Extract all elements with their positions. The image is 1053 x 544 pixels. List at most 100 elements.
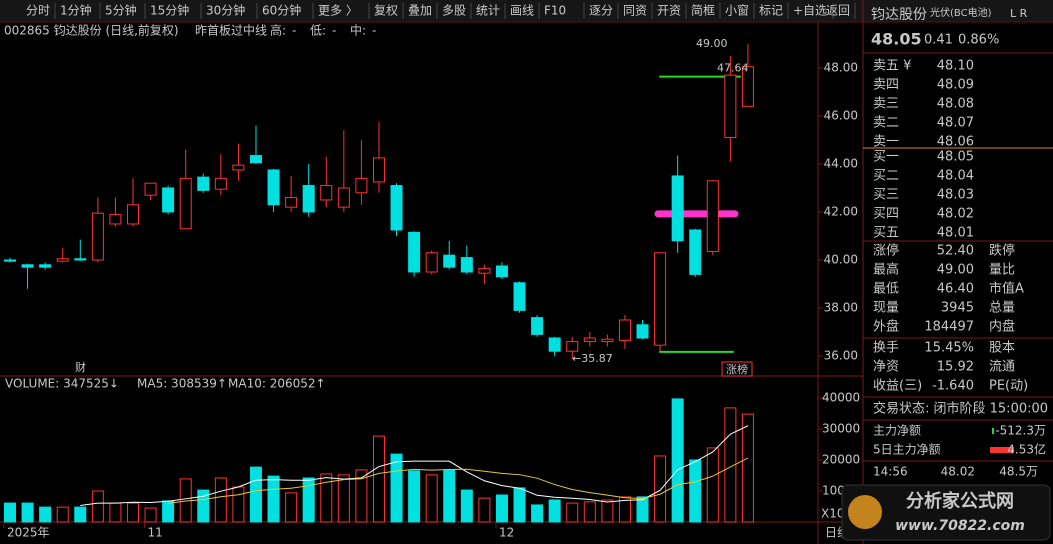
- volume-bar: [214, 477, 227, 523]
- volume-bar: [443, 469, 456, 523]
- ask-label: 卖一: [873, 135, 899, 150]
- toolbar-item: 画线: [510, 4, 534, 18]
- candle-body: [267, 169, 280, 206]
- volume-bar: [285, 492, 298, 523]
- unit-label: X10: [821, 507, 845, 521]
- volume-bar: [636, 496, 649, 523]
- y-tick-label: 42.00: [824, 204, 858, 218]
- candle-body: [390, 185, 403, 231]
- stock-flags: L R: [1010, 7, 1028, 20]
- toolbar-item: 叠加: [408, 4, 432, 18]
- volume-bar: [513, 487, 526, 523]
- flow-value: -512.3万: [995, 424, 1046, 438]
- bid-price: 48.04: [937, 169, 974, 184]
- toolbar-item: 1分钟: [60, 3, 92, 18]
- volume-bar: [618, 496, 631, 523]
- volume-bar: [671, 398, 684, 523]
- toolbar-item: 标记: [759, 4, 783, 18]
- bid-label: 买三: [873, 188, 899, 203]
- candle-body: [478, 267, 491, 274]
- candle-body: [337, 187, 350, 208]
- stat-label: 股本: [989, 341, 1015, 356]
- y-tick-label: 40000: [822, 390, 860, 404]
- candle-body: [566, 341, 579, 352]
- volume-bar: [355, 469, 368, 523]
- candle-body: [460, 257, 473, 273]
- indicator: 昨首板过中线: [195, 23, 267, 38]
- candle-body: [232, 164, 245, 171]
- y-tick-label: 20000: [822, 452, 860, 466]
- bid-label: 买五: [873, 226, 899, 241]
- x-tick-label: 12: [499, 526, 514, 540]
- volume-bar: [302, 477, 315, 523]
- volume-bar: [724, 407, 737, 523]
- stat-label: 净资: [873, 360, 899, 375]
- stat-label: 流通: [989, 360, 1015, 375]
- ask-price: 48.08: [937, 97, 974, 112]
- ask-label: 卖二: [873, 116, 899, 131]
- y-tick-label: 38.00: [824, 300, 858, 314]
- toolbar-item: F10: [544, 4, 566, 18]
- candle-body: [425, 252, 438, 273]
- bid-label: 买一: [873, 150, 899, 165]
- toolbar-item: 复权: [374, 4, 398, 18]
- toolbar-item: +自选: [793, 4, 827, 18]
- stat-label: 市值A: [989, 281, 1024, 297]
- tick-price: 48.02: [941, 465, 975, 479]
- volume-bar: [74, 506, 87, 523]
- candle-body: [285, 197, 298, 208]
- stat-value: 49.00: [937, 263, 974, 278]
- watermark: 分析家公式网 www.70822.com: [841, 484, 1051, 541]
- stat-value: 52.40: [937, 244, 974, 259]
- y-tick-label: 44.00: [824, 156, 858, 170]
- candle-body: [548, 337, 561, 352]
- candle-body: [741, 66, 754, 107]
- price: 48.05: [871, 30, 922, 49]
- volume-bar: [654, 455, 667, 523]
- stat-label: 涨停: [873, 243, 899, 259]
- stat-value: 15.45%: [924, 341, 974, 356]
- header-legend: -: [372, 24, 376, 38]
- annotation: 49.00: [696, 37, 728, 50]
- toolbar-bg: [0, 0, 1053, 22]
- volume-bar: [144, 507, 157, 523]
- toolbar-item: 更多 〉: [318, 4, 358, 18]
- stat-label: 总量: [989, 301, 1015, 316]
- flow-label: 主力净额: [873, 424, 921, 438]
- volume-bar: [109, 502, 122, 523]
- candle-body: [162, 187, 175, 213]
- change-pct: 0.86%: [958, 33, 999, 48]
- ask-price: 48.09: [937, 78, 974, 93]
- candle-body: [724, 74, 737, 139]
- toolbar-item: 15分钟: [150, 3, 189, 18]
- x-tick-label: 11: [148, 526, 163, 540]
- y-tick-label: 48.00: [824, 60, 858, 74]
- y-tick-label: 46.00: [824, 108, 858, 122]
- candle-body: [583, 337, 596, 343]
- volume-bar: [91, 490, 104, 523]
- candle-body: [636, 324, 649, 339]
- volume-bar: [408, 470, 421, 523]
- status: 交易状态: 闭市阶段 15:00:00: [873, 401, 1048, 417]
- volume-bar: [39, 506, 52, 523]
- candle-body: [689, 229, 702, 275]
- candle-body: [21, 264, 34, 268]
- toolbar-item: 分时: [26, 4, 50, 18]
- volume-bar: [320, 473, 333, 523]
- candle-body: [513, 282, 526, 311]
- ma-line: [168, 457, 749, 504]
- toolbar-item: 返回: [826, 4, 850, 18]
- candle-body: [320, 185, 333, 201]
- ask-label: 卖三: [873, 97, 899, 112]
- candle-body: [74, 258, 87, 261]
- flow-bar: [992, 428, 994, 434]
- candle-body: [355, 177, 368, 194]
- candle-body: [372, 157, 385, 183]
- ask-label: 卖四: [873, 78, 899, 93]
- volume-bar: [4, 502, 16, 523]
- ask-price: 48.06: [937, 135, 974, 150]
- stock-name: 钧达股份: [871, 7, 927, 23]
- volume-bar: [249, 466, 262, 523]
- volume-bar: [689, 459, 702, 523]
